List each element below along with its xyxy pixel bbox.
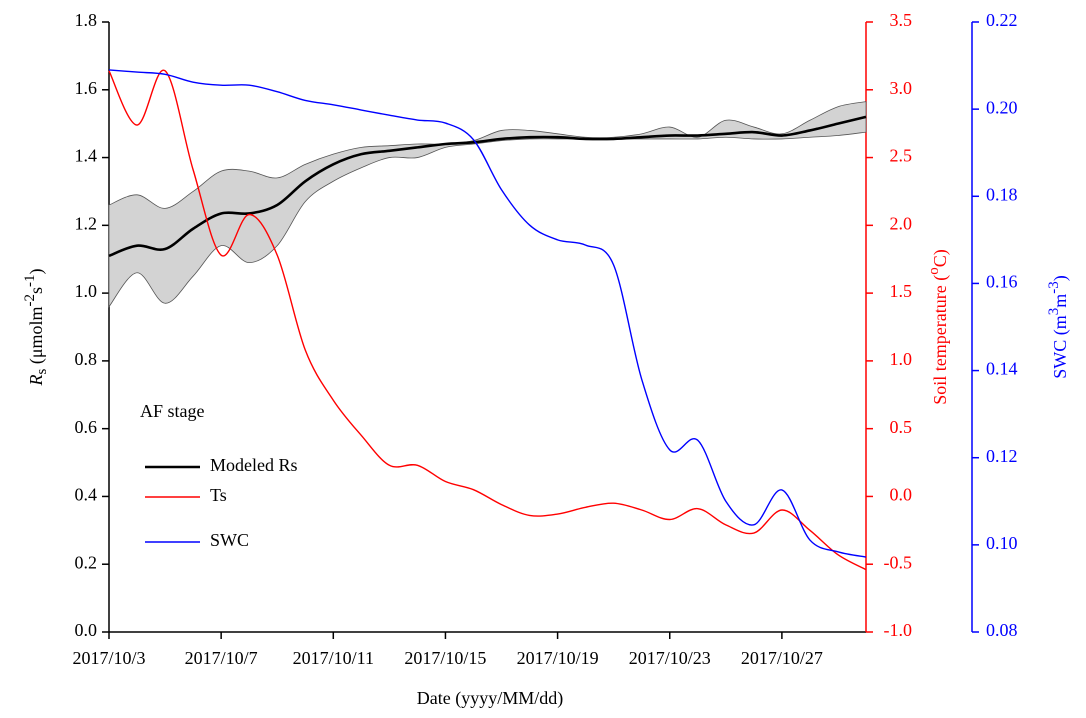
legend-label: SWC bbox=[210, 530, 249, 550]
y-tick-label: 1.4 bbox=[75, 146, 98, 166]
y-title-part: s bbox=[26, 287, 46, 294]
x-tick-label: 2017/10/19 bbox=[517, 648, 599, 668]
y3-title-part: -3 bbox=[1046, 281, 1062, 294]
y-tick-label: 1.2 bbox=[75, 213, 98, 233]
y2-tick-label: 2.5 bbox=[890, 146, 913, 166]
y-title-part: -1 bbox=[22, 274, 38, 287]
series-line bbox=[108, 69, 867, 571]
y2-title-part: o bbox=[926, 267, 942, 275]
y2-axis-title: Soil temperature (oC) bbox=[926, 249, 951, 404]
y2-tick-label: 3.0 bbox=[890, 78, 913, 98]
x-tick-label: 2017/10/15 bbox=[404, 648, 486, 668]
y3-tick-label: 0.18 bbox=[986, 184, 1018, 204]
y3-title-part: 3 bbox=[1046, 308, 1062, 316]
series-line bbox=[108, 69, 867, 558]
y-tick-label: 0.0 bbox=[75, 620, 98, 640]
y3-tick-label: 0.12 bbox=[986, 446, 1018, 466]
y-tick-label: 0.8 bbox=[75, 349, 98, 369]
legend-label: Modeled Rs bbox=[210, 455, 298, 475]
series-line bbox=[108, 115, 867, 258]
y-title-part: ) bbox=[26, 268, 47, 274]
plot-area: 0.0 0.2 0.4 0.6 0.8 1.0 1.2 1.4 1.6 1.8 -1.0 -0.5 0.… bbox=[72, 10, 1017, 668]
y-title-part: R bbox=[26, 375, 46, 387]
y3-title-part: SWC (m bbox=[1050, 315, 1071, 379]
y3-tick-label: 0.16 bbox=[986, 272, 1018, 292]
x-tick-label: 2017/10/27 bbox=[741, 648, 823, 668]
y-axis-title: Rs (μmolm-2s-1) bbox=[22, 268, 50, 386]
x-axis-title: Date (yyyy/MM/dd) bbox=[417, 688, 563, 709]
y2-tick-label: 1.5 bbox=[890, 281, 913, 301]
y-tick-label: 1.6 bbox=[75, 78, 98, 98]
x-tick-label: 2017/10/7 bbox=[185, 648, 258, 668]
y2-title-part: C) bbox=[930, 249, 951, 267]
y2-tick-label: 3.5 bbox=[890, 10, 913, 30]
y-title-part: (μmolm bbox=[26, 307, 47, 369]
y2-tick-label: -0.5 bbox=[884, 552, 913, 572]
x-tick-label: 2017/10/11 bbox=[293, 648, 374, 668]
y2-title-part: Soil temperature ( bbox=[930, 275, 951, 405]
y3-tick-label: 0.08 bbox=[986, 620, 1018, 640]
y2-tick-label: 0.5 bbox=[890, 417, 913, 437]
y-tick-label: 0.4 bbox=[75, 485, 98, 505]
y3-title-part: m bbox=[1050, 294, 1070, 308]
y3-tick-label: 0.22 bbox=[986, 10, 1018, 30]
confidence-band bbox=[108, 101, 867, 308]
y2-tick-label: 0.0 bbox=[890, 485, 913, 505]
y-tick-label: 1.8 bbox=[75, 10, 98, 30]
legend-label: Ts bbox=[210, 485, 227, 505]
y3-tick-label: 0.10 bbox=[986, 533, 1018, 553]
x-tick-label: 2017/10/3 bbox=[72, 648, 145, 668]
y3-tick-label: 0.20 bbox=[986, 97, 1018, 117]
y3-tick-label: 0.14 bbox=[986, 359, 1018, 379]
y-tick-label: 0.2 bbox=[75, 552, 98, 572]
y3-title-part: ) bbox=[1050, 275, 1071, 281]
y3-axis-title: SWC (m3m-3) bbox=[1046, 275, 1071, 379]
y-title-part: s bbox=[34, 369, 50, 375]
y-title-part: -2 bbox=[22, 294, 38, 307]
y2-tick-label: 1.0 bbox=[890, 349, 913, 369]
y-tick-label: 1.0 bbox=[75, 281, 98, 301]
y-tick-label: 0.6 bbox=[75, 417, 98, 437]
y2-tick-label: 2.0 bbox=[890, 213, 913, 233]
y2-tick-label: -1.0 bbox=[884, 620, 913, 640]
annotation: AF stage bbox=[140, 401, 205, 421]
x-tick-label: 2017/10/23 bbox=[629, 648, 711, 668]
